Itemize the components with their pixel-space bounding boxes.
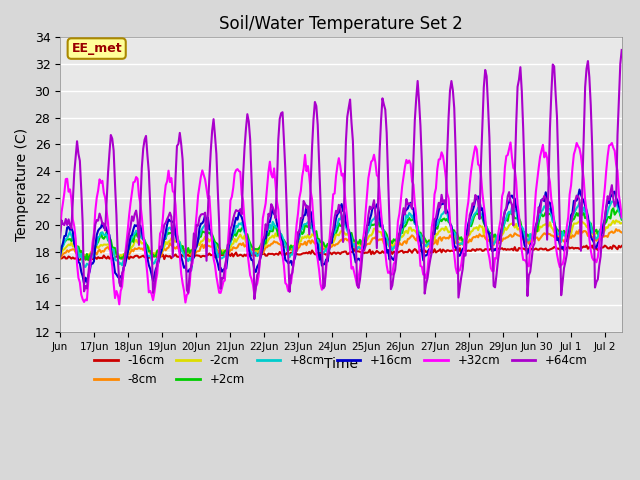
+2cm [125, 246, 133, 252]
+64cm [239, 172, 247, 178]
+16cm [241, 226, 248, 231]
+2cm [241, 227, 248, 233]
-8cm [618, 229, 625, 235]
+16cm [618, 214, 625, 219]
-2cm [241, 233, 248, 239]
-16cm [466, 248, 474, 253]
+2cm [411, 221, 419, 227]
-2cm [618, 220, 625, 226]
+16cm [411, 219, 419, 225]
-16cm [463, 248, 471, 254]
+32cm [618, 215, 625, 220]
-2cm [463, 235, 471, 241]
+64cm [466, 212, 474, 218]
+2cm [280, 237, 288, 243]
-16cm [241, 252, 248, 257]
-16cm [609, 242, 617, 248]
+32cm [463, 208, 471, 214]
Line: +8cm: +8cm [60, 202, 621, 267]
+64cm [56, 235, 64, 240]
Line: -2cm: -2cm [60, 220, 621, 258]
-8cm [410, 234, 417, 240]
+64cm [280, 137, 288, 143]
+16cm [463, 228, 471, 234]
+16cm [80, 281, 88, 287]
+32cm [241, 218, 248, 224]
Legend: -16cm, -8cm, -2cm, +2cm, +8cm, +16cm, +32cm, +64cm: -16cm, -8cm, -2cm, +2cm, +8cm, +16cm, +3… [90, 349, 592, 391]
+8cm [56, 251, 64, 256]
-2cm [84, 255, 92, 261]
+8cm [125, 239, 133, 244]
-8cm [461, 240, 469, 245]
X-axis label: Time: Time [324, 357, 358, 371]
+16cm [466, 216, 474, 221]
Title: Soil/Water Temperature Set 2: Soil/Water Temperature Set 2 [219, 15, 463, 33]
+8cm [618, 216, 625, 221]
-2cm [56, 249, 64, 255]
+2cm [609, 205, 617, 211]
-16cm [411, 246, 419, 252]
+32cm [507, 140, 515, 145]
+2cm [84, 257, 92, 263]
+8cm [280, 239, 288, 244]
+32cm [280, 263, 288, 268]
Text: EE_met: EE_met [72, 42, 122, 55]
-2cm [466, 232, 474, 238]
+8cm [411, 221, 419, 227]
-8cm [612, 226, 620, 232]
+32cm [115, 301, 123, 307]
-8cm [278, 242, 286, 248]
-8cm [124, 252, 132, 258]
-16cm [280, 251, 288, 256]
+8cm [609, 199, 617, 204]
+2cm [618, 216, 625, 222]
+32cm [411, 200, 419, 206]
-2cm [612, 217, 620, 223]
-8cm [465, 240, 472, 245]
-2cm [125, 248, 133, 253]
-2cm [280, 240, 288, 245]
+64cm [411, 117, 419, 123]
Line: +16cm: +16cm [60, 190, 621, 284]
+8cm [466, 223, 474, 228]
-16cm [75, 257, 83, 263]
-8cm [239, 240, 247, 246]
+16cm [575, 187, 583, 192]
+32cm [56, 227, 64, 233]
Line: -16cm: -16cm [60, 245, 621, 260]
Line: +2cm: +2cm [60, 208, 621, 260]
Line: -8cm: -8cm [60, 229, 621, 258]
-16cm [56, 255, 64, 261]
+64cm [124, 239, 132, 244]
-16cm [125, 256, 133, 262]
Line: +64cm: +64cm [60, 50, 621, 299]
Y-axis label: Temperature (C): Temperature (C) [15, 128, 29, 241]
+8cm [463, 231, 471, 237]
+32cm [466, 181, 474, 187]
+8cm [82, 264, 90, 270]
+2cm [463, 228, 471, 234]
+8cm [241, 229, 248, 235]
+2cm [466, 220, 474, 226]
-8cm [56, 255, 64, 261]
+64cm [463, 234, 471, 240]
+32cm [125, 212, 133, 218]
-16cm [618, 243, 625, 249]
+2cm [56, 248, 64, 254]
+16cm [125, 242, 133, 248]
+64cm [250, 296, 258, 302]
Line: +32cm: +32cm [60, 143, 621, 304]
-2cm [411, 228, 419, 234]
+64cm [618, 47, 625, 53]
+16cm [56, 253, 64, 259]
+16cm [280, 247, 288, 253]
